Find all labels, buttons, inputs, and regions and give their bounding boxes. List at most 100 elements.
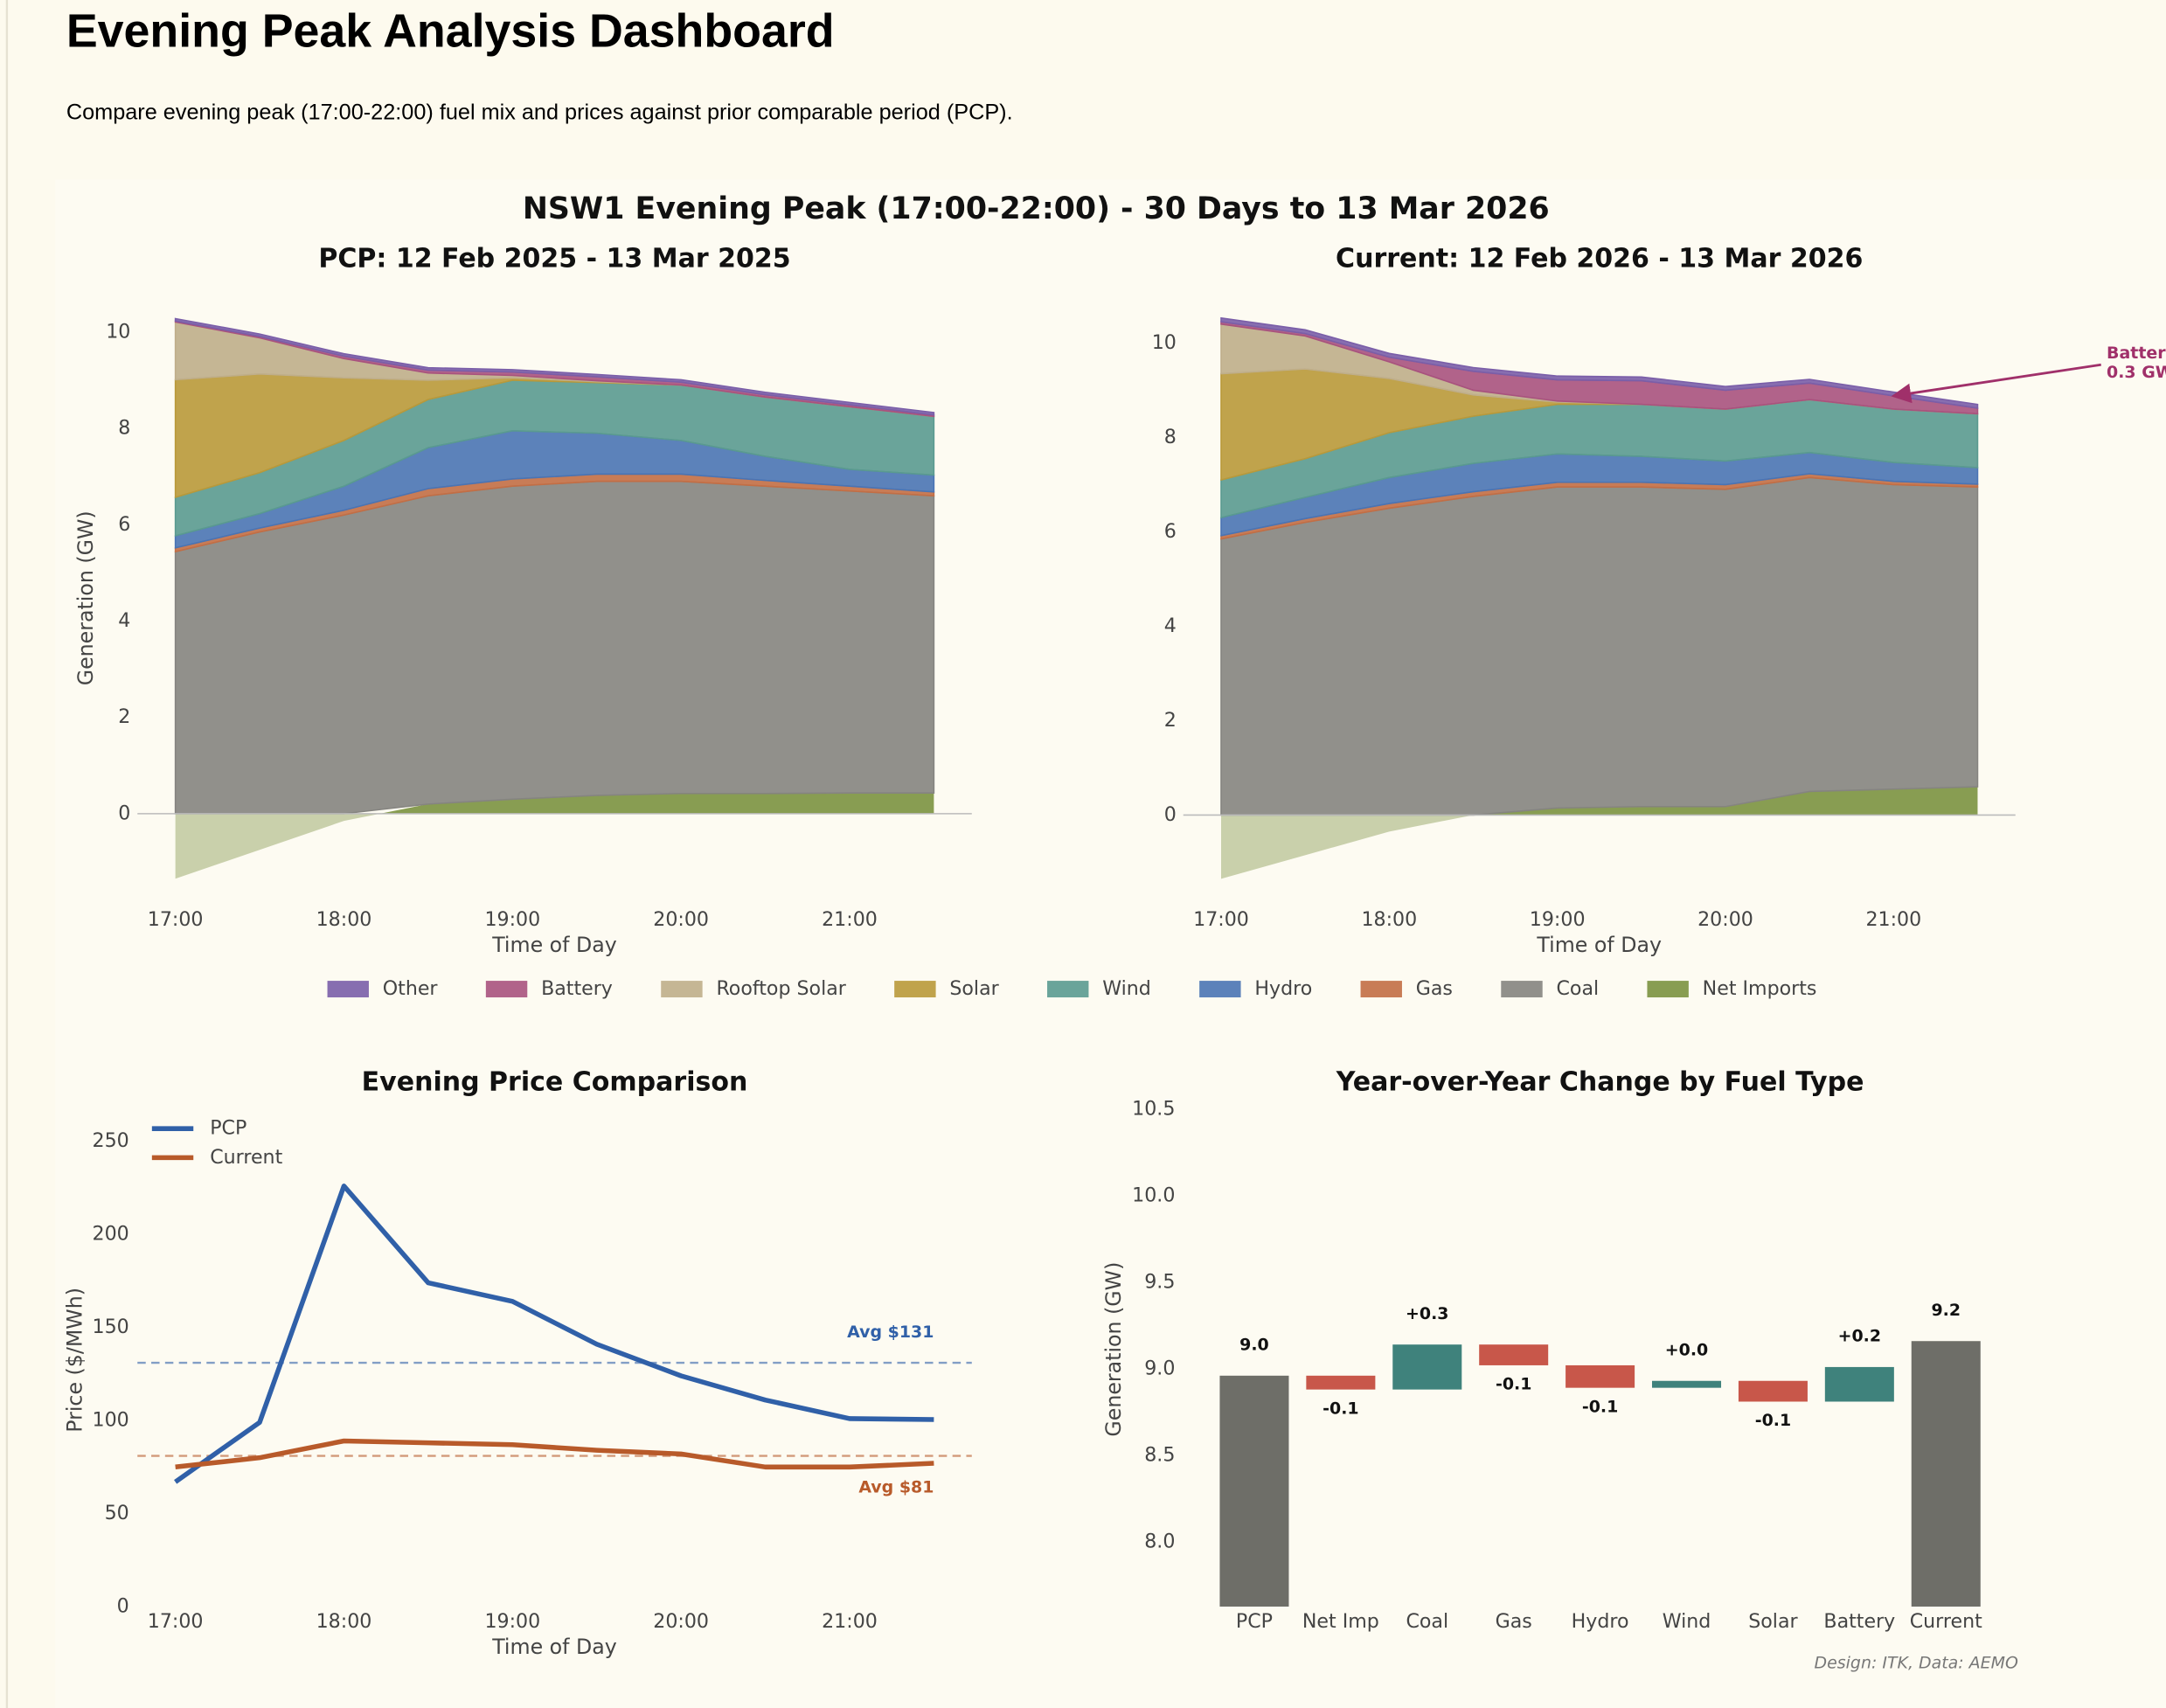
- legend-swatch: [327, 981, 369, 998]
- area-positive: [1221, 787, 1978, 816]
- y-tick-label: 9.0: [1144, 1357, 1175, 1379]
- x-tick-label: Battery: [1823, 1610, 1895, 1633]
- x-tick-label: 19:00: [484, 1610, 540, 1633]
- annotation-arrow: [1891, 363, 2101, 404]
- y-tick-label: 10: [106, 320, 130, 343]
- area-layers: [1220, 316, 1979, 879]
- legend-label: Current: [210, 1146, 282, 1169]
- y-tick-label: 250: [93, 1129, 129, 1152]
- y-tick-label: 8: [1164, 426, 1177, 448]
- value-label: +0.3: [1406, 1304, 1448, 1323]
- y-axis-label: Generation (GW): [1101, 1262, 1126, 1437]
- legend-label: Solar: [949, 977, 999, 1000]
- x-tick-label: 18:00: [316, 908, 372, 931]
- x-tick-label: 17:00: [148, 1610, 204, 1633]
- waterfall-bar: [1219, 1375, 1289, 1607]
- x-axis-label: Time of Day: [491, 933, 617, 957]
- footer: Design: ITK, Data: AEMO: [1815, 1653, 2018, 1672]
- legend-label: Rooftop Solar: [716, 977, 846, 1000]
- y-axis-label: Price ($/MWh): [62, 1288, 87, 1433]
- y-tick-label: 150: [93, 1316, 129, 1338]
- y-tick-label: 0: [117, 1594, 129, 1617]
- x-tick-label: 21:00: [1865, 908, 1921, 931]
- legend-label: Other: [383, 977, 439, 1000]
- y-tick-label: 0: [1164, 803, 1177, 826]
- y-tick-label: 6: [1164, 520, 1177, 543]
- value-label: +0.0: [1665, 1340, 1708, 1359]
- x-tick-label: 19:00: [484, 908, 540, 931]
- waterfall-bar: [1652, 1380, 1722, 1388]
- x-tick-label: Coal: [1406, 1610, 1448, 1633]
- legend-label: Battery: [541, 977, 613, 1000]
- legend-swatch: [1199, 981, 1241, 998]
- waterfall-bar: [1479, 1344, 1549, 1365]
- figure-title: NSW1 Evening Peak (17:00-22:00) - 30 Day…: [523, 191, 1550, 226]
- price-line: [174, 1184, 934, 1484]
- area-negative: [1221, 815, 1474, 879]
- annotation-text: 0.3 GW: [2107, 363, 2166, 382]
- annotation-text: Battery: [2107, 344, 2166, 363]
- x-tick-label: 17:00: [148, 908, 204, 931]
- waterfall-bar: [1824, 1366, 1894, 1402]
- chart-title: PCP: 12 Feb 2025 - 13 Mar 2025: [318, 244, 790, 274]
- legend-label: Coal: [1556, 977, 1599, 1000]
- area: [174, 480, 935, 815]
- legend-swatch: [1047, 981, 1089, 998]
- legend-label: Net Imports: [1703, 977, 1817, 1000]
- y-tick-label: 100: [93, 1409, 129, 1432]
- value-label: 9.2: [1931, 1301, 1961, 1320]
- waterfall-bar: [1565, 1364, 1635, 1388]
- value-label: -0.1: [1496, 1375, 1531, 1394]
- y-tick-label: 8.5: [1144, 1443, 1175, 1466]
- chart-title: Year-over-Year Change by Fuel Type: [1336, 1067, 1864, 1098]
- x-tick-label: Solar: [1748, 1610, 1798, 1633]
- x-tick-label: 21:00: [822, 908, 878, 931]
- page-title: Evening Peak Analysis Dashboard: [66, 5, 835, 58]
- legend-swatch: [1501, 981, 1543, 998]
- area-negative: [175, 813, 934, 879]
- legend-label: Wind: [1102, 977, 1151, 1000]
- area: [1220, 476, 1979, 816]
- x-axis-label: Time of Day: [491, 1635, 617, 1659]
- value-label: -0.1: [1582, 1397, 1618, 1416]
- waterfall-bar: [1738, 1380, 1808, 1402]
- x-tick-label: 20:00: [653, 1610, 709, 1633]
- x-tick-label: Gas: [1496, 1610, 1532, 1633]
- page-subtitle: Compare evening peak (17:00-22:00) fuel …: [66, 100, 1013, 124]
- area: [174, 317, 935, 416]
- waterfall-bar: [1306, 1375, 1376, 1390]
- legend-swatch: [485, 981, 528, 998]
- x-tick-label: 19:00: [1530, 908, 1586, 931]
- legend-swatch: [1360, 981, 1402, 998]
- y-tick-label: 2: [118, 705, 130, 728]
- legend-label: PCP: [210, 1117, 246, 1140]
- legend-swatch: [894, 981, 936, 998]
- x-tick-label: 17:00: [1193, 908, 1249, 931]
- x-tick-label: Net Imp: [1302, 1610, 1379, 1633]
- x-tick-label: 18:00: [1361, 908, 1417, 931]
- waterfall-bar: [1392, 1344, 1462, 1390]
- price-line: [175, 1438, 934, 1470]
- y-axis-label: Generation (GW): [73, 510, 98, 685]
- x-tick-label: Current: [1910, 1610, 1982, 1633]
- x-tick-label: Wind: [1663, 1610, 1711, 1633]
- value-label: -0.1: [1755, 1411, 1791, 1430]
- area-positive: [379, 793, 934, 814]
- x-tick-label: 20:00: [1697, 908, 1753, 931]
- y-tick-label: 2: [1164, 709, 1177, 732]
- y-tick-label: 10.0: [1132, 1184, 1175, 1207]
- legend-label: Gas: [1416, 977, 1453, 1000]
- legend-label: Hydro: [1254, 977, 1312, 1000]
- legend-swatch: [1647, 981, 1689, 998]
- y-tick-label: 4: [1164, 614, 1177, 637]
- x-tick-label: PCP: [1236, 1610, 1273, 1633]
- y-tick-label: 0: [118, 802, 130, 824]
- reference-label: Avg $131: [847, 1323, 934, 1342]
- y-tick-label: 10.5: [1132, 1098, 1175, 1121]
- area-layers: [174, 317, 935, 879]
- y-tick-label: 6: [118, 513, 130, 536]
- x-tick-label: 18:00: [316, 1610, 372, 1633]
- waterfall-bar: [1911, 1341, 1981, 1607]
